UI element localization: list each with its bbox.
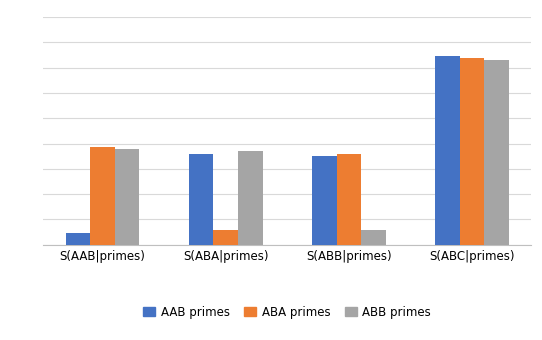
Bar xyxy=(66,233,90,245)
Bar xyxy=(361,230,386,245)
Bar xyxy=(115,149,139,245)
Bar xyxy=(189,154,214,245)
Bar xyxy=(435,56,460,245)
Bar xyxy=(337,154,361,245)
Bar xyxy=(460,58,485,245)
Bar xyxy=(238,151,263,245)
Bar xyxy=(312,156,337,245)
Legend: AAB primes, ABA primes, ABB primes: AAB primes, ABA primes, ABB primes xyxy=(139,301,436,323)
Bar xyxy=(485,60,509,245)
Bar xyxy=(90,147,115,245)
Bar xyxy=(214,230,238,245)
